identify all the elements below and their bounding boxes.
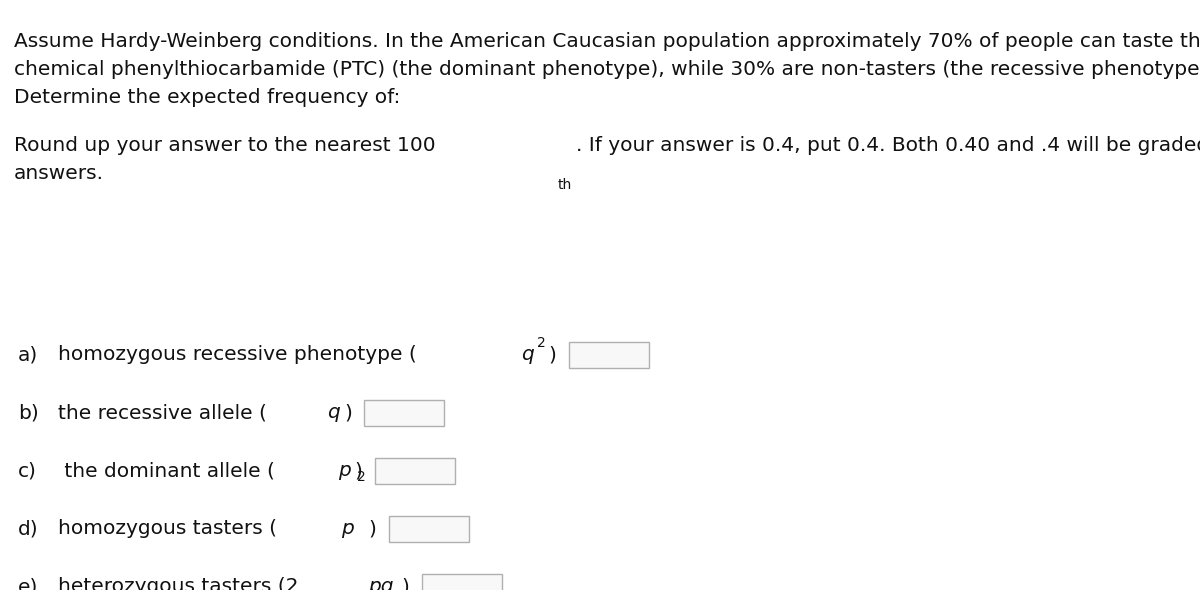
- Text: ): ): [354, 461, 362, 480]
- Text: . If your answer is 0.4, put 0.4. Both 0.40 and .4 will be graded as incorrect: . If your answer is 0.4, put 0.4. Both 0…: [576, 136, 1200, 155]
- Text: heterozygous tasters (2: heterozygous tasters (2: [58, 578, 299, 590]
- Text: e): e): [18, 578, 38, 590]
- Text: Round up your answer to the nearest 100: Round up your answer to the nearest 100: [14, 136, 436, 155]
- Text: answers.: answers.: [14, 164, 104, 183]
- Text: p: p: [338, 461, 350, 480]
- FancyBboxPatch shape: [374, 458, 455, 484]
- Text: th: th: [558, 178, 572, 192]
- FancyBboxPatch shape: [569, 342, 649, 368]
- Text: ): ): [548, 346, 557, 365]
- FancyBboxPatch shape: [389, 516, 469, 542]
- Text: q: q: [328, 404, 341, 422]
- Text: homozygous tasters (: homozygous tasters (: [58, 520, 277, 539]
- Text: a): a): [18, 346, 38, 365]
- FancyBboxPatch shape: [421, 574, 502, 590]
- FancyBboxPatch shape: [365, 400, 444, 426]
- Text: the dominant allele (: the dominant allele (: [58, 461, 275, 480]
- Text: c): c): [18, 461, 37, 480]
- Text: p: p: [341, 520, 353, 539]
- Text: b): b): [18, 404, 38, 422]
- Text: d): d): [18, 520, 38, 539]
- Text: the recessive allele (: the recessive allele (: [58, 404, 266, 422]
- Text: homozygous recessive phenotype (: homozygous recessive phenotype (: [58, 346, 416, 365]
- Text: pq: pq: [368, 578, 394, 590]
- Text: Assume Hardy-Weinberg conditions. In the American Caucasian population approxima: Assume Hardy-Weinberg conditions. In the…: [14, 32, 1200, 51]
- Text: ): ): [401, 578, 409, 590]
- Text: q: q: [521, 346, 534, 365]
- Text: 2: 2: [538, 336, 546, 350]
- Text: ): ): [344, 404, 352, 422]
- Text: 2: 2: [358, 470, 366, 484]
- Text: ): ): [368, 520, 376, 539]
- Text: Determine the expected frequency of:: Determine the expected frequency of:: [14, 88, 401, 107]
- Text: chemical phenylthiocarbamide (PTC) (the dominant phenotype), while 30% are non-t: chemical phenylthiocarbamide (PTC) (the …: [14, 60, 1200, 79]
